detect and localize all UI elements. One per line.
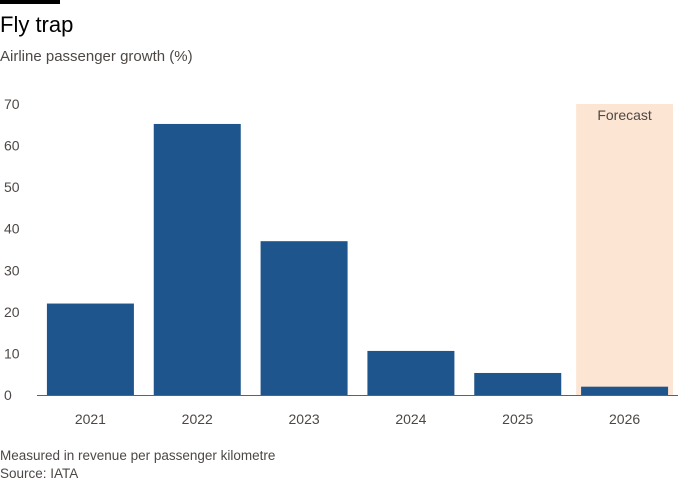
x-tick-label: 2022 [182,411,213,427]
source-note: Source: IATA [0,466,79,481]
bar [581,386,669,395]
y-tick-label: 40 [4,221,20,237]
bar [260,241,348,395]
x-tick-label: 2021 [75,411,106,427]
y-tick-label: 20 [4,304,20,320]
annotations: Forecast [597,107,652,123]
footnote: Measured in revenue per passenger kilome… [0,448,276,463]
bars [46,123,669,395]
bar [474,372,562,395]
y-tick-labels: 0 10 20 30 40 50 60 70 [4,96,20,403]
chart-subtitle: Airline passenger growth (%) [0,48,193,65]
forecast-label: Forecast [597,107,652,123]
y-tick-label: 0 [4,387,12,403]
y-tick-label: 30 [4,262,20,278]
y-tick-label: 10 [4,345,20,361]
y-tick-label: 60 [4,138,20,154]
x-tick-labels: 2021 2022 2023 2024 2025 2026 [75,411,641,427]
top-rule [0,0,60,4]
bar [153,123,241,395]
forecast-band-layer [576,104,673,395]
bar-chart: 0 10 20 30 40 50 60 70 2021 2022 2023 2024 2025 2026… [4,96,678,427]
x-tick-label: 2025 [502,411,533,427]
y-tick-label: 70 [4,96,20,112]
x-tick-label: 2024 [395,411,426,427]
forecast-band [576,104,673,395]
y-tick-label: 50 [4,179,20,195]
x-tick-label: 2023 [289,411,320,427]
bar [367,350,455,395]
x-tick-label: 2026 [609,411,640,427]
bar [46,303,134,395]
chart-title: Fly trap [0,12,74,37]
